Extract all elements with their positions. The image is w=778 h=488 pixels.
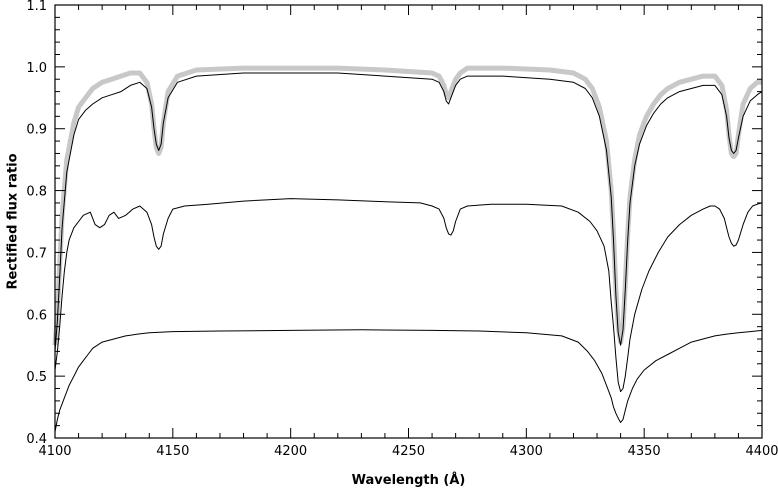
tick-labels: 4100 4150 4200 4250 4300 4350 4400 0.4 0.5 0.6 0.7… — [26, 0, 778, 459]
series-line-4 — [54, 329, 763, 432]
x-tick-label: 4200 — [274, 444, 307, 459]
series-line-2 — [54, 72, 763, 352]
y-tick-label: 0.6 — [26, 308, 47, 323]
x-tick-label: 4100 — [38, 444, 71, 459]
x-axis-title: Wavelength (Å) — [352, 472, 466, 488]
x-tick-label: 4250 — [392, 444, 425, 459]
series-layer — [52, 65, 763, 432]
ticks-layer — [54, 4, 763, 439]
y-tick-label: 1.0 — [26, 61, 47, 76]
x-tick-label: 4150 — [156, 444, 189, 459]
x-tick-label: 4300 — [510, 444, 543, 459]
y-axis-title: Rectified flux ratio — [6, 153, 21, 289]
x-tick-label: 4350 — [628, 444, 661, 459]
y-tick-label: 0.8 — [26, 185, 47, 200]
y-tick-label: 0.7 — [26, 246, 47, 261]
x-tick-label: 4400 — [745, 444, 778, 459]
y-tick-label: 0.4 — [26, 432, 47, 447]
y-tick-label: 1.1 — [26, 0, 47, 14]
y-tick-label: 0.9 — [26, 123, 47, 138]
series-line-1 — [52, 65, 762, 346]
series-line-3 — [54, 198, 763, 393]
y-tick-label: 0.5 — [26, 370, 47, 385]
